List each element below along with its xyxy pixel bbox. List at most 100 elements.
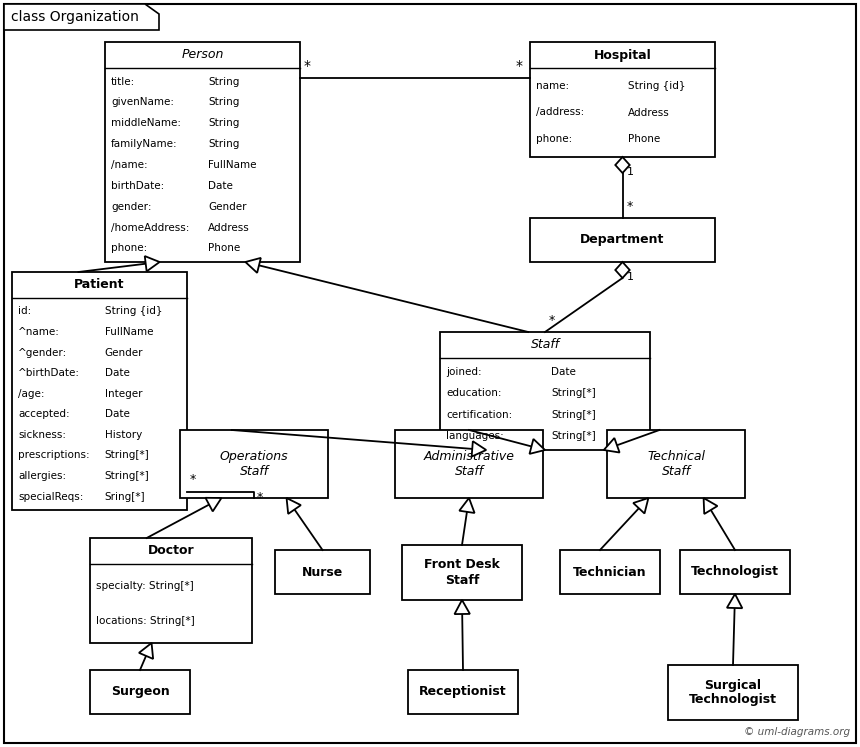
Polygon shape [530, 439, 545, 454]
Polygon shape [727, 594, 742, 608]
Bar [607, 430, 745, 498]
Bar [402, 545, 522, 600]
Text: Date: Date [208, 181, 233, 191]
Text: languages:: languages: [446, 431, 504, 441]
Text: specialReqs:: specialReqs: [18, 492, 83, 502]
Bar [395, 430, 543, 498]
Text: Technical
Staff: Technical Staff [647, 450, 705, 478]
Text: name:: name: [536, 81, 569, 90]
Text: Staff: Staff [531, 338, 560, 352]
Text: Date: Date [551, 367, 576, 377]
Text: Address: Address [628, 108, 670, 117]
Text: /age:: /age: [18, 388, 45, 399]
Text: Integer: Integer [105, 388, 142, 399]
Bar [530, 42, 715, 157]
Polygon shape [633, 498, 648, 513]
Text: Surgeon: Surgeon [111, 686, 169, 698]
Text: specialty: String[*]: specialty: String[*] [96, 581, 194, 592]
Bar [90, 538, 252, 643]
Text: certification:: certification: [446, 409, 513, 420]
Polygon shape [615, 157, 630, 173]
Text: Gender: Gender [105, 347, 144, 358]
Bar [105, 42, 300, 262]
Polygon shape [245, 258, 261, 273]
Text: phone:: phone: [536, 134, 572, 144]
Text: Front Desk
Staff: Front Desk Staff [424, 559, 500, 586]
Polygon shape [471, 441, 486, 456]
Text: title:: title: [111, 76, 135, 87]
Text: FullName: FullName [105, 327, 153, 337]
Polygon shape [144, 256, 160, 271]
Text: Technologist: Technologist [691, 565, 779, 578]
Text: Patient: Patient [74, 279, 125, 291]
Text: ^name:: ^name: [18, 327, 60, 337]
Text: String: String [208, 139, 240, 149]
Bar [180, 430, 328, 498]
Text: String[*]: String[*] [551, 431, 596, 441]
Text: Date: Date [105, 368, 130, 378]
Text: © uml-diagrams.org: © uml-diagrams.org [744, 727, 850, 737]
Text: String: String [208, 118, 240, 128]
Polygon shape [286, 498, 301, 514]
Text: String[*]: String[*] [551, 388, 596, 398]
Text: *: * [257, 491, 263, 504]
Text: *: * [549, 314, 556, 327]
Text: Doctor: Doctor [148, 545, 194, 557]
Text: /address:: /address: [536, 108, 584, 117]
Text: id:: id: [18, 306, 31, 317]
Text: String {id}: String {id} [105, 306, 163, 317]
Bar [680, 550, 790, 594]
Text: Nurse: Nurse [302, 565, 343, 578]
Text: /homeAddress:: /homeAddress: [111, 223, 189, 232]
Text: *: * [626, 200, 633, 213]
Text: Phone: Phone [208, 244, 241, 253]
Text: Department: Department [580, 234, 665, 247]
Text: ^gender:: ^gender: [18, 347, 67, 358]
Text: allergies:: allergies: [18, 471, 66, 481]
Text: Hospital: Hospital [593, 49, 651, 61]
Text: Person: Person [181, 49, 224, 61]
Polygon shape [703, 498, 717, 514]
Bar [275, 550, 370, 594]
Text: phone:: phone: [111, 244, 147, 253]
Text: String: String [208, 76, 240, 87]
Text: String {id}: String {id} [628, 81, 685, 90]
Polygon shape [4, 4, 159, 30]
Polygon shape [139, 643, 153, 659]
Text: 1: 1 [626, 167, 634, 177]
Text: locations: String[*]: locations: String[*] [96, 616, 194, 626]
Text: class Organization: class Organization [11, 10, 138, 24]
Text: familyName:: familyName: [111, 139, 178, 149]
Text: String[*]: String[*] [105, 471, 150, 481]
Text: Technician: Technician [573, 565, 647, 578]
Text: joined:: joined: [446, 367, 482, 377]
Text: prescriptions:: prescriptions: [18, 450, 89, 460]
Text: Surgical
Technologist: Surgical Technologist [689, 678, 777, 707]
Text: FullName: FullName [208, 160, 257, 170]
Polygon shape [206, 498, 221, 512]
Text: birthDate:: birthDate: [111, 181, 164, 191]
Bar [530, 218, 715, 262]
Text: middleName:: middleName: [111, 118, 181, 128]
Text: Operations
Staff: Operations Staff [219, 450, 288, 478]
Bar [90, 670, 190, 714]
Text: Sring[*]: Sring[*] [105, 492, 145, 502]
Polygon shape [454, 600, 470, 614]
Text: accepted:: accepted: [18, 409, 70, 419]
Text: History: History [105, 430, 142, 440]
Text: String[*]: String[*] [105, 450, 150, 460]
Text: givenName:: givenName: [111, 97, 174, 108]
Text: education:: education: [446, 388, 501, 398]
Text: *: * [304, 59, 311, 73]
Text: String[*]: String[*] [551, 409, 596, 420]
Text: Phone: Phone [628, 134, 660, 144]
Polygon shape [459, 498, 475, 513]
Polygon shape [615, 262, 630, 278]
Text: Date: Date [105, 409, 130, 419]
Text: String: String [208, 97, 240, 108]
Bar [12, 272, 187, 510]
Text: Gender: Gender [208, 202, 247, 211]
Bar [440, 332, 650, 450]
Text: sickness:: sickness: [18, 430, 66, 440]
Text: Administrative
Staff: Administrative Staff [423, 450, 514, 478]
